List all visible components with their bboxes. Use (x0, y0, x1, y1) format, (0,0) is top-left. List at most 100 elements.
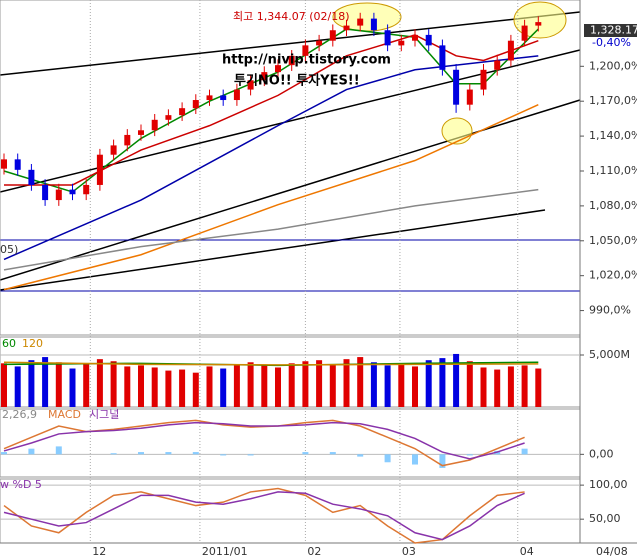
candle-body (14, 159, 21, 170)
volume-bar (453, 353, 460, 407)
volume-bar (384, 365, 391, 407)
candle-body (165, 115, 172, 120)
volume-bar (343, 359, 350, 407)
x-tick-label: 2011/01 (202, 545, 248, 558)
price-box (584, 24, 637, 37)
volume-bar (1, 363, 7, 407)
volume-bar (329, 364, 336, 407)
volume-bar (247, 362, 254, 407)
candle-body (124, 134, 131, 146)
oscillator-bar (220, 454, 227, 456)
candle-body (42, 184, 49, 201)
volume-bar (69, 368, 76, 407)
oscillator-bar (329, 452, 336, 455)
stoch-title: w %D 5 (0, 478, 42, 491)
volume-bar (316, 360, 323, 407)
candle-body (206, 95, 213, 101)
volume-bar (165, 370, 172, 407)
y-tick-label: 990,0% (589, 304, 631, 317)
legend-label: 60 (2, 337, 16, 350)
y-tick-label: 1,170,0% (589, 94, 637, 107)
candle-body (466, 89, 473, 105)
oscillator-bar (412, 454, 418, 465)
candle-body (220, 95, 227, 101)
last-date: 04/08 (596, 545, 628, 558)
candle-body (453, 69, 460, 105)
candle-body (384, 30, 391, 46)
volume-bar (507, 366, 514, 407)
candle-body (110, 145, 117, 155)
volume-bar (42, 357, 49, 407)
x-tick-label: 04 (520, 545, 534, 558)
volume-bar (466, 361, 473, 407)
x-tick-label: 03 (402, 545, 416, 558)
y-tick-label: 5,000M (589, 348, 630, 361)
legend-fragment: 05) (0, 243, 18, 256)
series-line (3, 188, 539, 271)
volume-bar (233, 364, 240, 407)
oscillator-bar (110, 453, 117, 455)
candle-body (151, 119, 158, 131)
change: -0,40% (592, 36, 631, 49)
volume-bar (494, 369, 501, 407)
legend-label: 시그널 (89, 408, 119, 421)
y-tick-label: 100,00 (589, 478, 628, 491)
candle-body (521, 25, 528, 41)
x-tick-label: 12 (92, 545, 106, 558)
candle-body (138, 130, 144, 135)
candle-body (179, 108, 186, 116)
volume-bar (110, 361, 117, 407)
oscillator-bar (138, 452, 144, 455)
annotation: 투기NO!! 투자YES!! (234, 74, 360, 89)
candle-body (370, 18, 377, 31)
volume-bar (28, 360, 35, 407)
volume-bar (124, 366, 131, 407)
candle-body (507, 40, 514, 61)
candle-body (412, 34, 418, 41)
series-line (4, 34, 539, 186)
candle-body (1, 159, 7, 169)
candle-body (96, 154, 103, 185)
annotation: 최고 1,344.07 (02/18) (233, 10, 350, 23)
oscillator-bar (28, 448, 35, 455)
candle-body (55, 189, 62, 201)
volume-bar (96, 359, 103, 407)
candle-body (233, 89, 240, 101)
oscillator-bar (357, 454, 364, 457)
candle-body (83, 184, 90, 195)
oscillator-bar (466, 454, 473, 456)
volume-bar (370, 362, 377, 407)
y-tick-label: 1,050,0% (589, 234, 637, 247)
legend-label: 120 (22, 337, 43, 350)
volume-bar (275, 367, 281, 407)
y-tick-label: 1,020,0% (589, 269, 637, 282)
volume-bar (357, 357, 364, 407)
candle-body (535, 22, 542, 26)
oscillator-bar (1, 452, 7, 455)
volume-bar (288, 363, 295, 407)
volume-bar (398, 363, 405, 407)
series-line (3, 487, 525, 544)
y-tick-label: 1,140,0% (589, 129, 637, 142)
candle-body (275, 65, 281, 73)
oscillator-bar (192, 452, 199, 455)
volume-bar (55, 362, 62, 407)
series-line (3, 491, 525, 541)
y-tick-label: 1,080,0% (589, 199, 637, 212)
volume-bar (83, 364, 90, 407)
candle-body (329, 30, 336, 41)
volume-bar (138, 365, 144, 407)
series-line (3, 104, 539, 291)
oscillator-bar (55, 446, 62, 455)
y-tick-label: 1,110,0% (589, 164, 637, 177)
candle-body (439, 45, 446, 70)
volume-bar (179, 369, 186, 407)
volume-bar (151, 367, 158, 407)
y-tick-label: 50,00 (589, 512, 621, 525)
candle-body (69, 189, 76, 195)
oscillator-bar (439, 454, 446, 468)
y-tick-label: 1,200,0% (589, 59, 637, 72)
oscillator-bar (521, 448, 528, 455)
